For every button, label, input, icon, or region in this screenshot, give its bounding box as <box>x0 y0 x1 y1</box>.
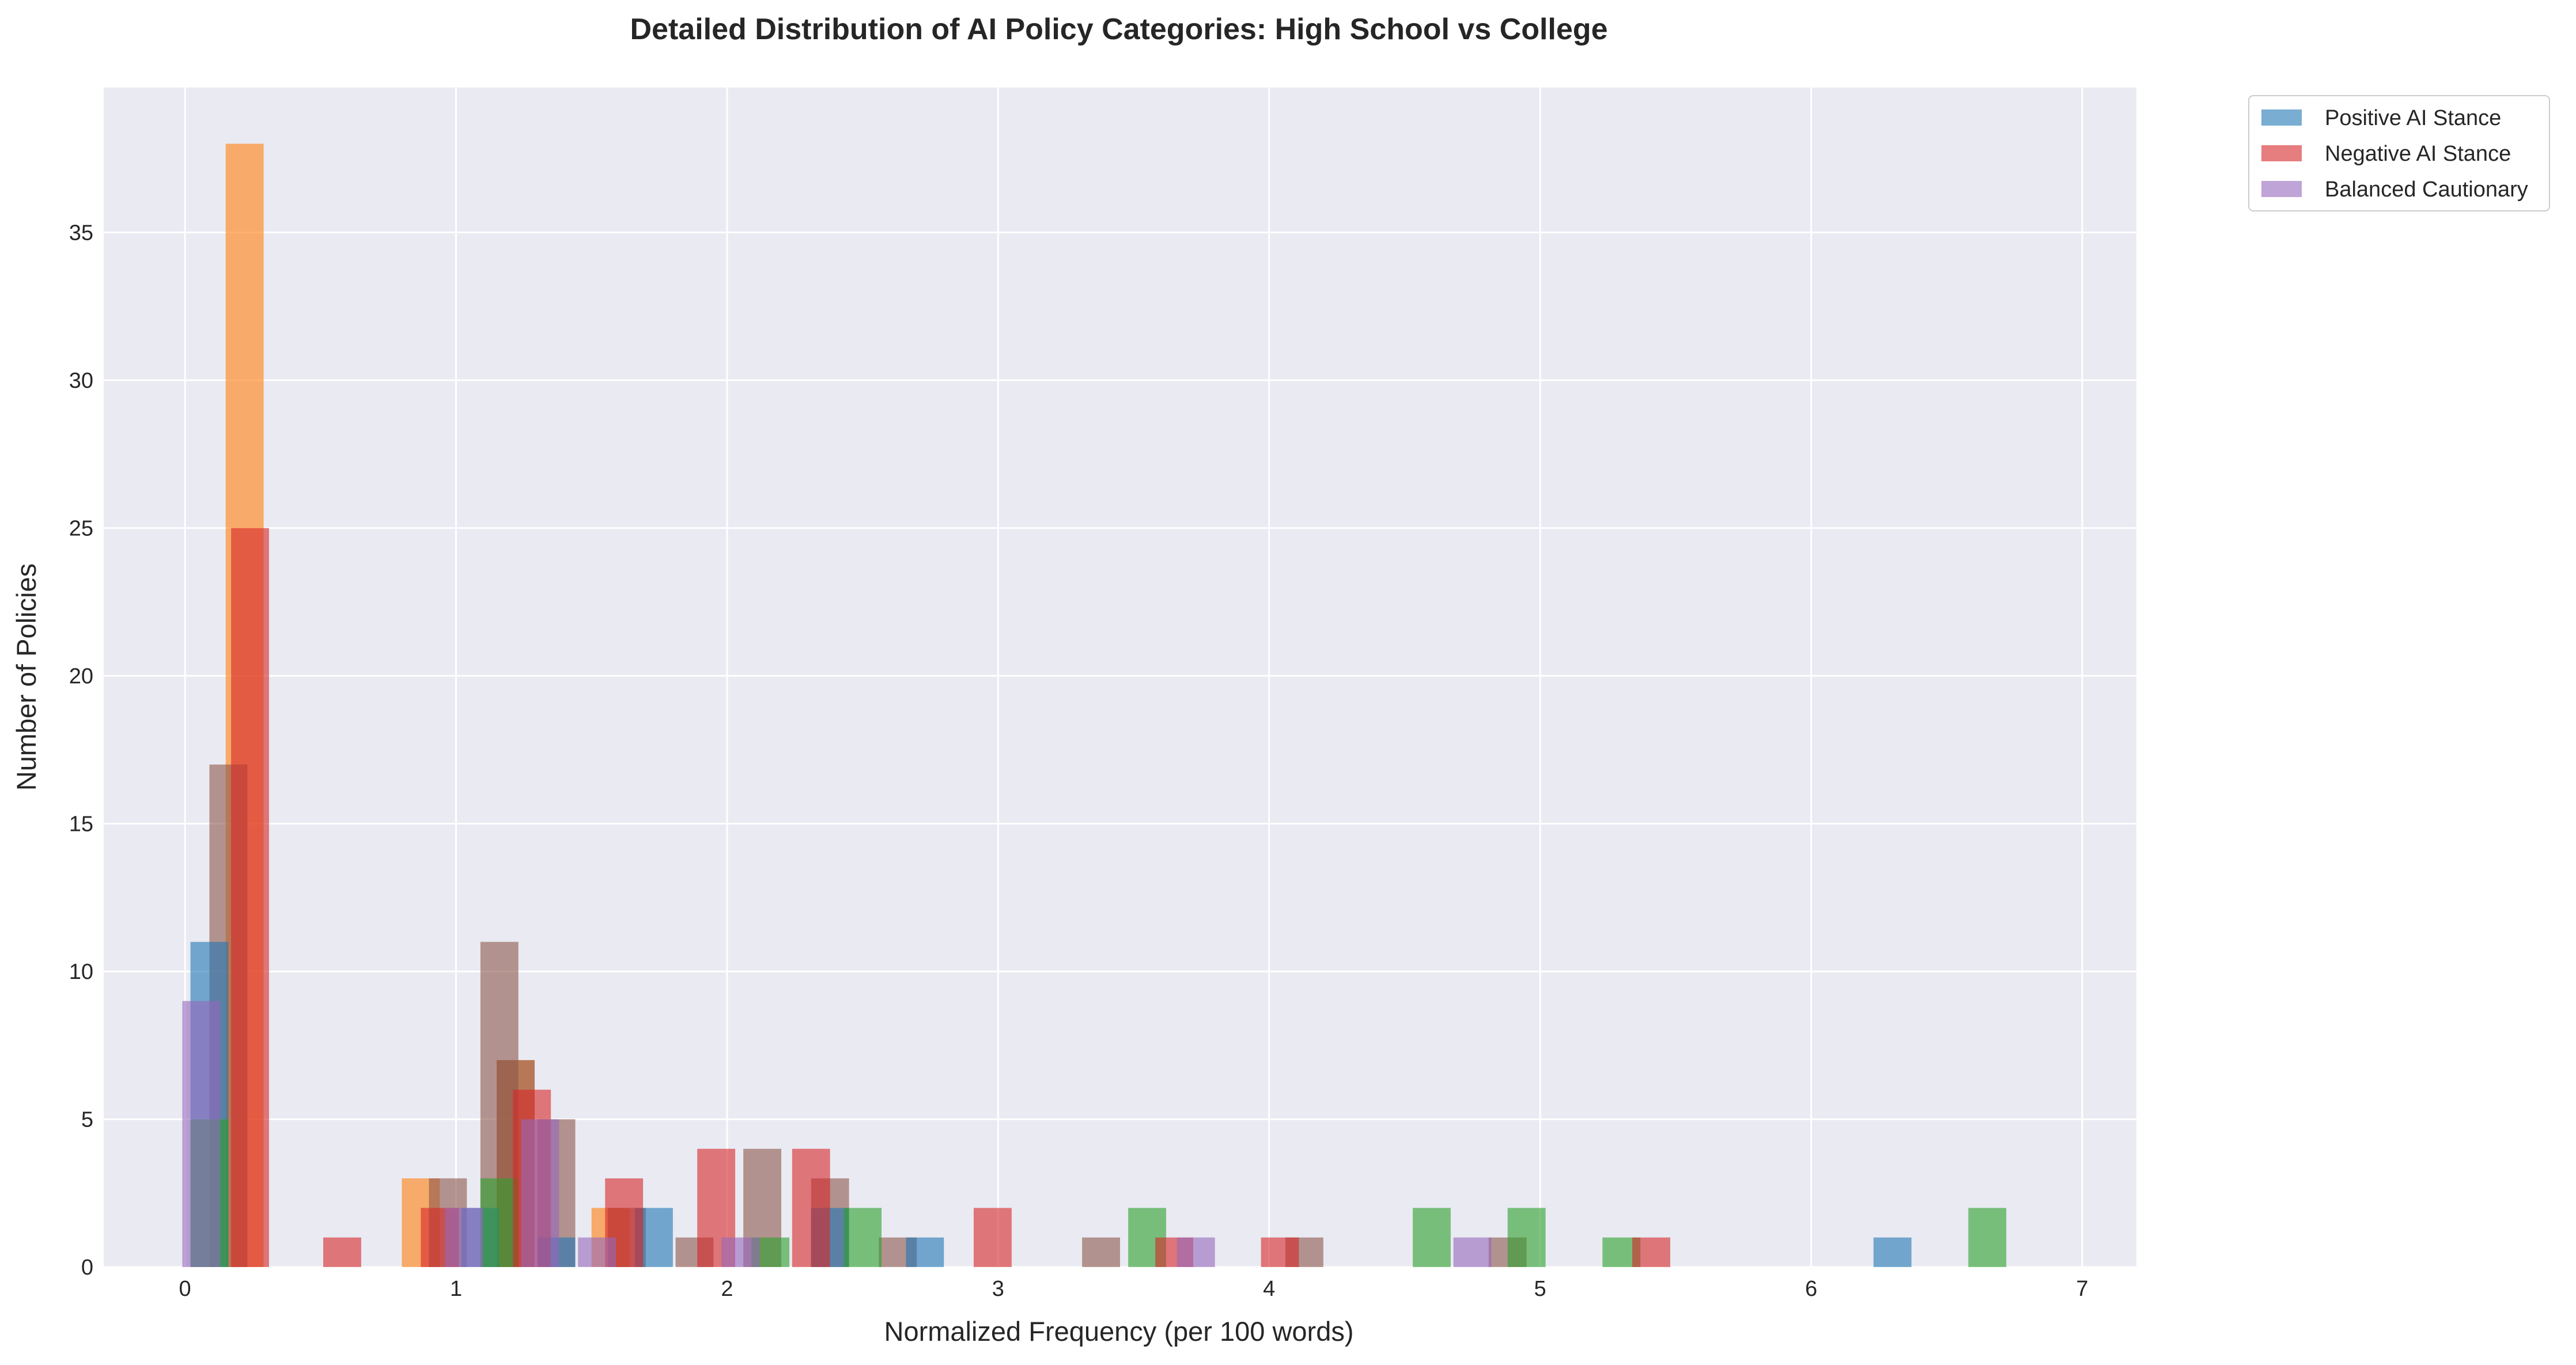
histogram-bar <box>445 1208 483 1267</box>
x-tick-label: 7 <box>2076 1277 2088 1301</box>
y-tick-label: 20 <box>69 664 93 689</box>
histogram-bar <box>231 528 269 1268</box>
histogram-bar <box>1413 1208 1451 1267</box>
y-tick-label: 25 <box>69 516 93 540</box>
y-tick-label: 15 <box>69 812 93 836</box>
histogram-bar <box>1873 1237 1912 1267</box>
histogram-bar <box>323 1237 361 1267</box>
x-tick-label: 0 <box>179 1277 191 1301</box>
histogram-bar <box>1632 1237 1670 1267</box>
histogram-bar <box>721 1237 760 1267</box>
legend-label-negative-ai-stance: Negative AI Stance <box>2325 142 2511 166</box>
histogram-bar <box>521 1119 559 1267</box>
legend-label-balanced-cautionary: Balanced Cautionary <box>2325 177 2528 202</box>
y-tick-label: 5 <box>81 1107 93 1132</box>
x-tick-label: 2 <box>721 1277 733 1301</box>
y-tick-label: 35 <box>69 221 93 245</box>
chart-title: Detailed Distribution of AI Policy Categ… <box>630 13 1608 46</box>
histogram-bar <box>1507 1208 1546 1267</box>
plot-area <box>104 88 2136 1267</box>
histogram-bar <box>843 1208 882 1267</box>
histogram-bar <box>1453 1237 1492 1267</box>
histogram-bar <box>1177 1237 1215 1267</box>
x-tick-label: 5 <box>1534 1277 1546 1301</box>
legend-swatch-negative-ai-stance <box>2261 145 2302 161</box>
y-tick-labels: 0 5 10 15 20 25 30 35 <box>69 221 93 1280</box>
x-tick-labels: 0 1 2 3 4 5 6 7 <box>179 1277 2089 1301</box>
x-tick-label: 6 <box>1805 1277 1817 1301</box>
legend-label-positive-ai-stance: Positive AI Stance <box>2325 106 2501 130</box>
histogram-bar <box>792 1148 830 1267</box>
legend-swatch-balanced-cautionary <box>2261 181 2302 197</box>
x-tick-label: 1 <box>450 1277 462 1301</box>
histogram-bar <box>1261 1237 1299 1267</box>
histogram-bar <box>906 1237 944 1267</box>
x-tick-label: 4 <box>1263 1277 1275 1301</box>
y-tick-label: 0 <box>81 1256 93 1280</box>
histogram-bar <box>973 1208 1012 1267</box>
histogram-bar <box>480 1178 519 1267</box>
y-tick-label: 30 <box>69 369 93 393</box>
histogram-bars <box>182 143 2007 1268</box>
x-axis-label: Normalized Frequency (per 100 words) <box>884 1316 1354 1347</box>
histogram-bar <box>182 1001 221 1267</box>
histogram-bar <box>1082 1237 1120 1267</box>
legend-frame <box>2248 95 2550 211</box>
histogram-bar <box>578 1237 616 1267</box>
legend-swatch-positive-ai-stance <box>2261 109 2302 126</box>
histogram-bar <box>1968 1208 2007 1267</box>
y-tick-label: 10 <box>69 960 93 984</box>
y-axis-label: Number of Policies <box>11 564 41 791</box>
x-tick-label: 3 <box>992 1277 1004 1301</box>
chart-legend: Positive AI Stance Negative AI Stance Ba… <box>2248 95 2550 211</box>
